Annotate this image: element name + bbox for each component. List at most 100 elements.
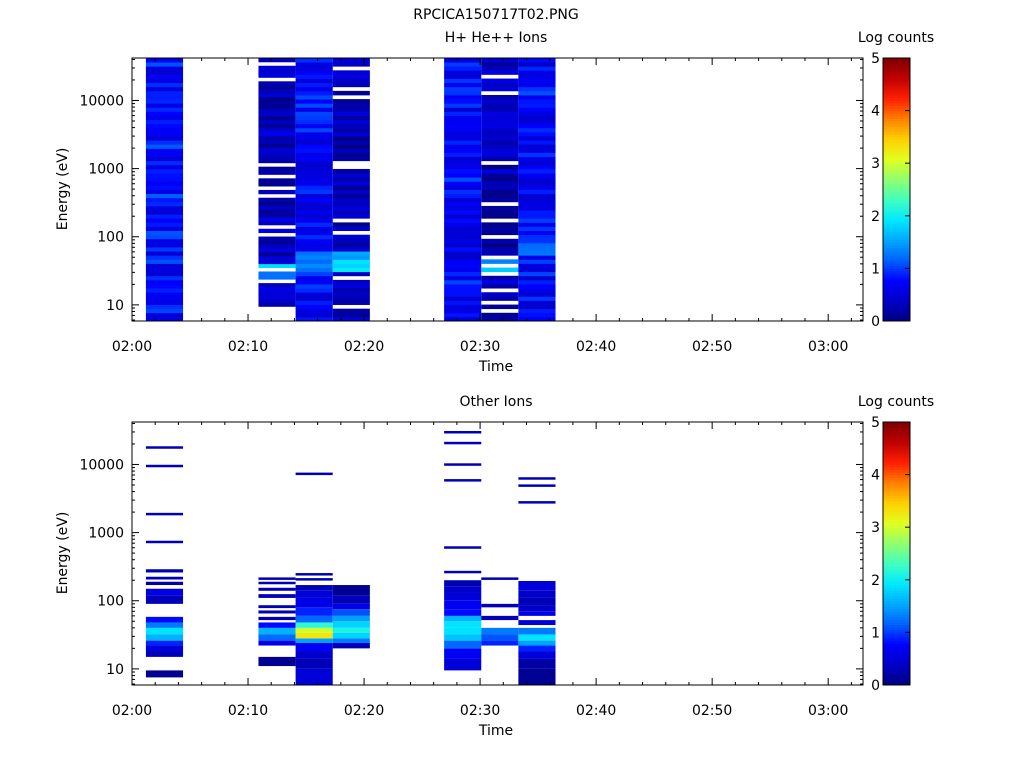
heatmap-cell (295, 218, 333, 223)
heatmap-cell (481, 127, 519, 133)
heatmap-cell (481, 316, 519, 322)
heatmap-cell (145, 288, 184, 293)
colorbar-swatch (883, 669, 910, 673)
heatmap-cell (295, 615, 333, 623)
colorbar-swatch (883, 577, 910, 581)
heatmap-cell (518, 90, 556, 96)
colorbar-swatch (883, 632, 910, 636)
heatmap-cell (145, 622, 184, 628)
colorbar-swatch (883, 252, 910, 256)
heatmap-cell (295, 119, 333, 125)
colorbar-swatch (883, 102, 910, 106)
heatmap-cell (258, 271, 296, 276)
heatmap-cell (481, 123, 519, 129)
heatmap-cell (444, 271, 482, 277)
heatmap-cell (481, 640, 519, 646)
heatmap-cell (444, 201, 482, 207)
heatmap-cell (145, 222, 184, 227)
colorbar-swatch (883, 603, 910, 607)
heatmap-cell (481, 148, 519, 153)
colorbar-swatch (883, 249, 910, 254)
heatmap-cell (481, 242, 519, 248)
colorbar-swatch (883, 107, 910, 112)
colorbar-swatch (883, 273, 910, 277)
colorbar-swatch (883, 184, 910, 188)
heatmap-cell (518, 645, 556, 652)
heatmap-cell (518, 279, 556, 285)
heatmap-cell (332, 148, 370, 153)
heatmap-cell (258, 236, 296, 241)
heatmap-cell (481, 627, 519, 635)
colorbar-swatch (883, 268, 910, 272)
colorbar-swatch (883, 458, 910, 462)
colorbar-swatch (883, 289, 910, 293)
heatmap-cell (145, 316, 184, 322)
heatmap-cell (332, 288, 370, 293)
heatmap-cell (518, 144, 556, 149)
heatmap-cell (295, 292, 333, 297)
colorbar-tick-label: 1 (871, 261, 880, 277)
heatmap-cell (518, 58, 556, 63)
heatmap-cell (295, 668, 333, 685)
heatmap-cell (332, 197, 370, 203)
heatmap-cell (295, 304, 333, 310)
heatmap-cell (481, 279, 519, 285)
heatmap-cell (444, 86, 482, 92)
colorbar-swatch (883, 299, 910, 304)
colorbar-swatch (883, 592, 910, 597)
heatmap-cell (444, 177, 482, 182)
colorbar-swatch (883, 194, 910, 198)
colorbar-swatch (883, 616, 910, 620)
heatmap-cell (481, 156, 519, 162)
heatmap-cell (145, 94, 184, 100)
heatmap-cell (258, 100, 296, 105)
heatmap-cell (258, 283, 296, 288)
heatmap-cell (444, 230, 482, 236)
heatmap-cell (481, 226, 519, 231)
heatmap-cell (258, 640, 296, 646)
colorbar-swatch (883, 564, 910, 568)
colorbar-frame (882, 57, 911, 322)
heatmap-cell (145, 230, 184, 236)
heatmap-cell (481, 107, 519, 112)
heatmap-cell (481, 251, 519, 256)
y-tick-label: 10 (106, 662, 124, 678)
colorbar-swatch (883, 263, 910, 267)
colorbar-swatch (883, 155, 910, 159)
heatmap-cell (295, 140, 333, 145)
heatmap-cell (518, 597, 556, 606)
colorbar-swatch (883, 587, 910, 591)
heatmap-cell (145, 218, 184, 223)
heatmap-cell (258, 139, 296, 144)
heatmap-cell (258, 240, 296, 245)
heatmap-cell (444, 119, 482, 125)
heatmap-cell (481, 82, 519, 88)
x-tick-label: 02:50 (692, 339, 732, 355)
heatmap-cell (332, 284, 370, 289)
colorbar-swatch (883, 600, 910, 604)
heatmap-cell (518, 82, 556, 88)
heatmap-cell (145, 152, 184, 158)
colorbar-swatch (883, 561, 910, 565)
colorbar-swatch (883, 189, 910, 193)
colorbar-swatch (883, 142, 910, 146)
heatmap-cell (145, 251, 184, 256)
heatmap-cell (444, 222, 482, 227)
heatmap-cell (332, 279, 370, 285)
heatmap-cell (332, 201, 370, 207)
colorbar-swatch (883, 231, 910, 235)
heatmap-cell (332, 193, 370, 199)
heatmap-cell (444, 279, 482, 285)
x-tick-label: 02:50 (692, 703, 732, 719)
colorbar-swatch (883, 79, 910, 83)
heatmap-cell (518, 136, 556, 141)
heatmap-cell (258, 123, 296, 129)
heatmap-cell (145, 136, 184, 141)
heatmap-cell (444, 546, 482, 549)
heatmap-cell (481, 189, 519, 195)
colorbar-swatch (883, 671, 910, 675)
colorbar-swatch (883, 608, 910, 612)
colorbar-swatch (883, 160, 910, 164)
heatmap-cell (295, 259, 333, 264)
heatmap-cell (444, 152, 482, 158)
